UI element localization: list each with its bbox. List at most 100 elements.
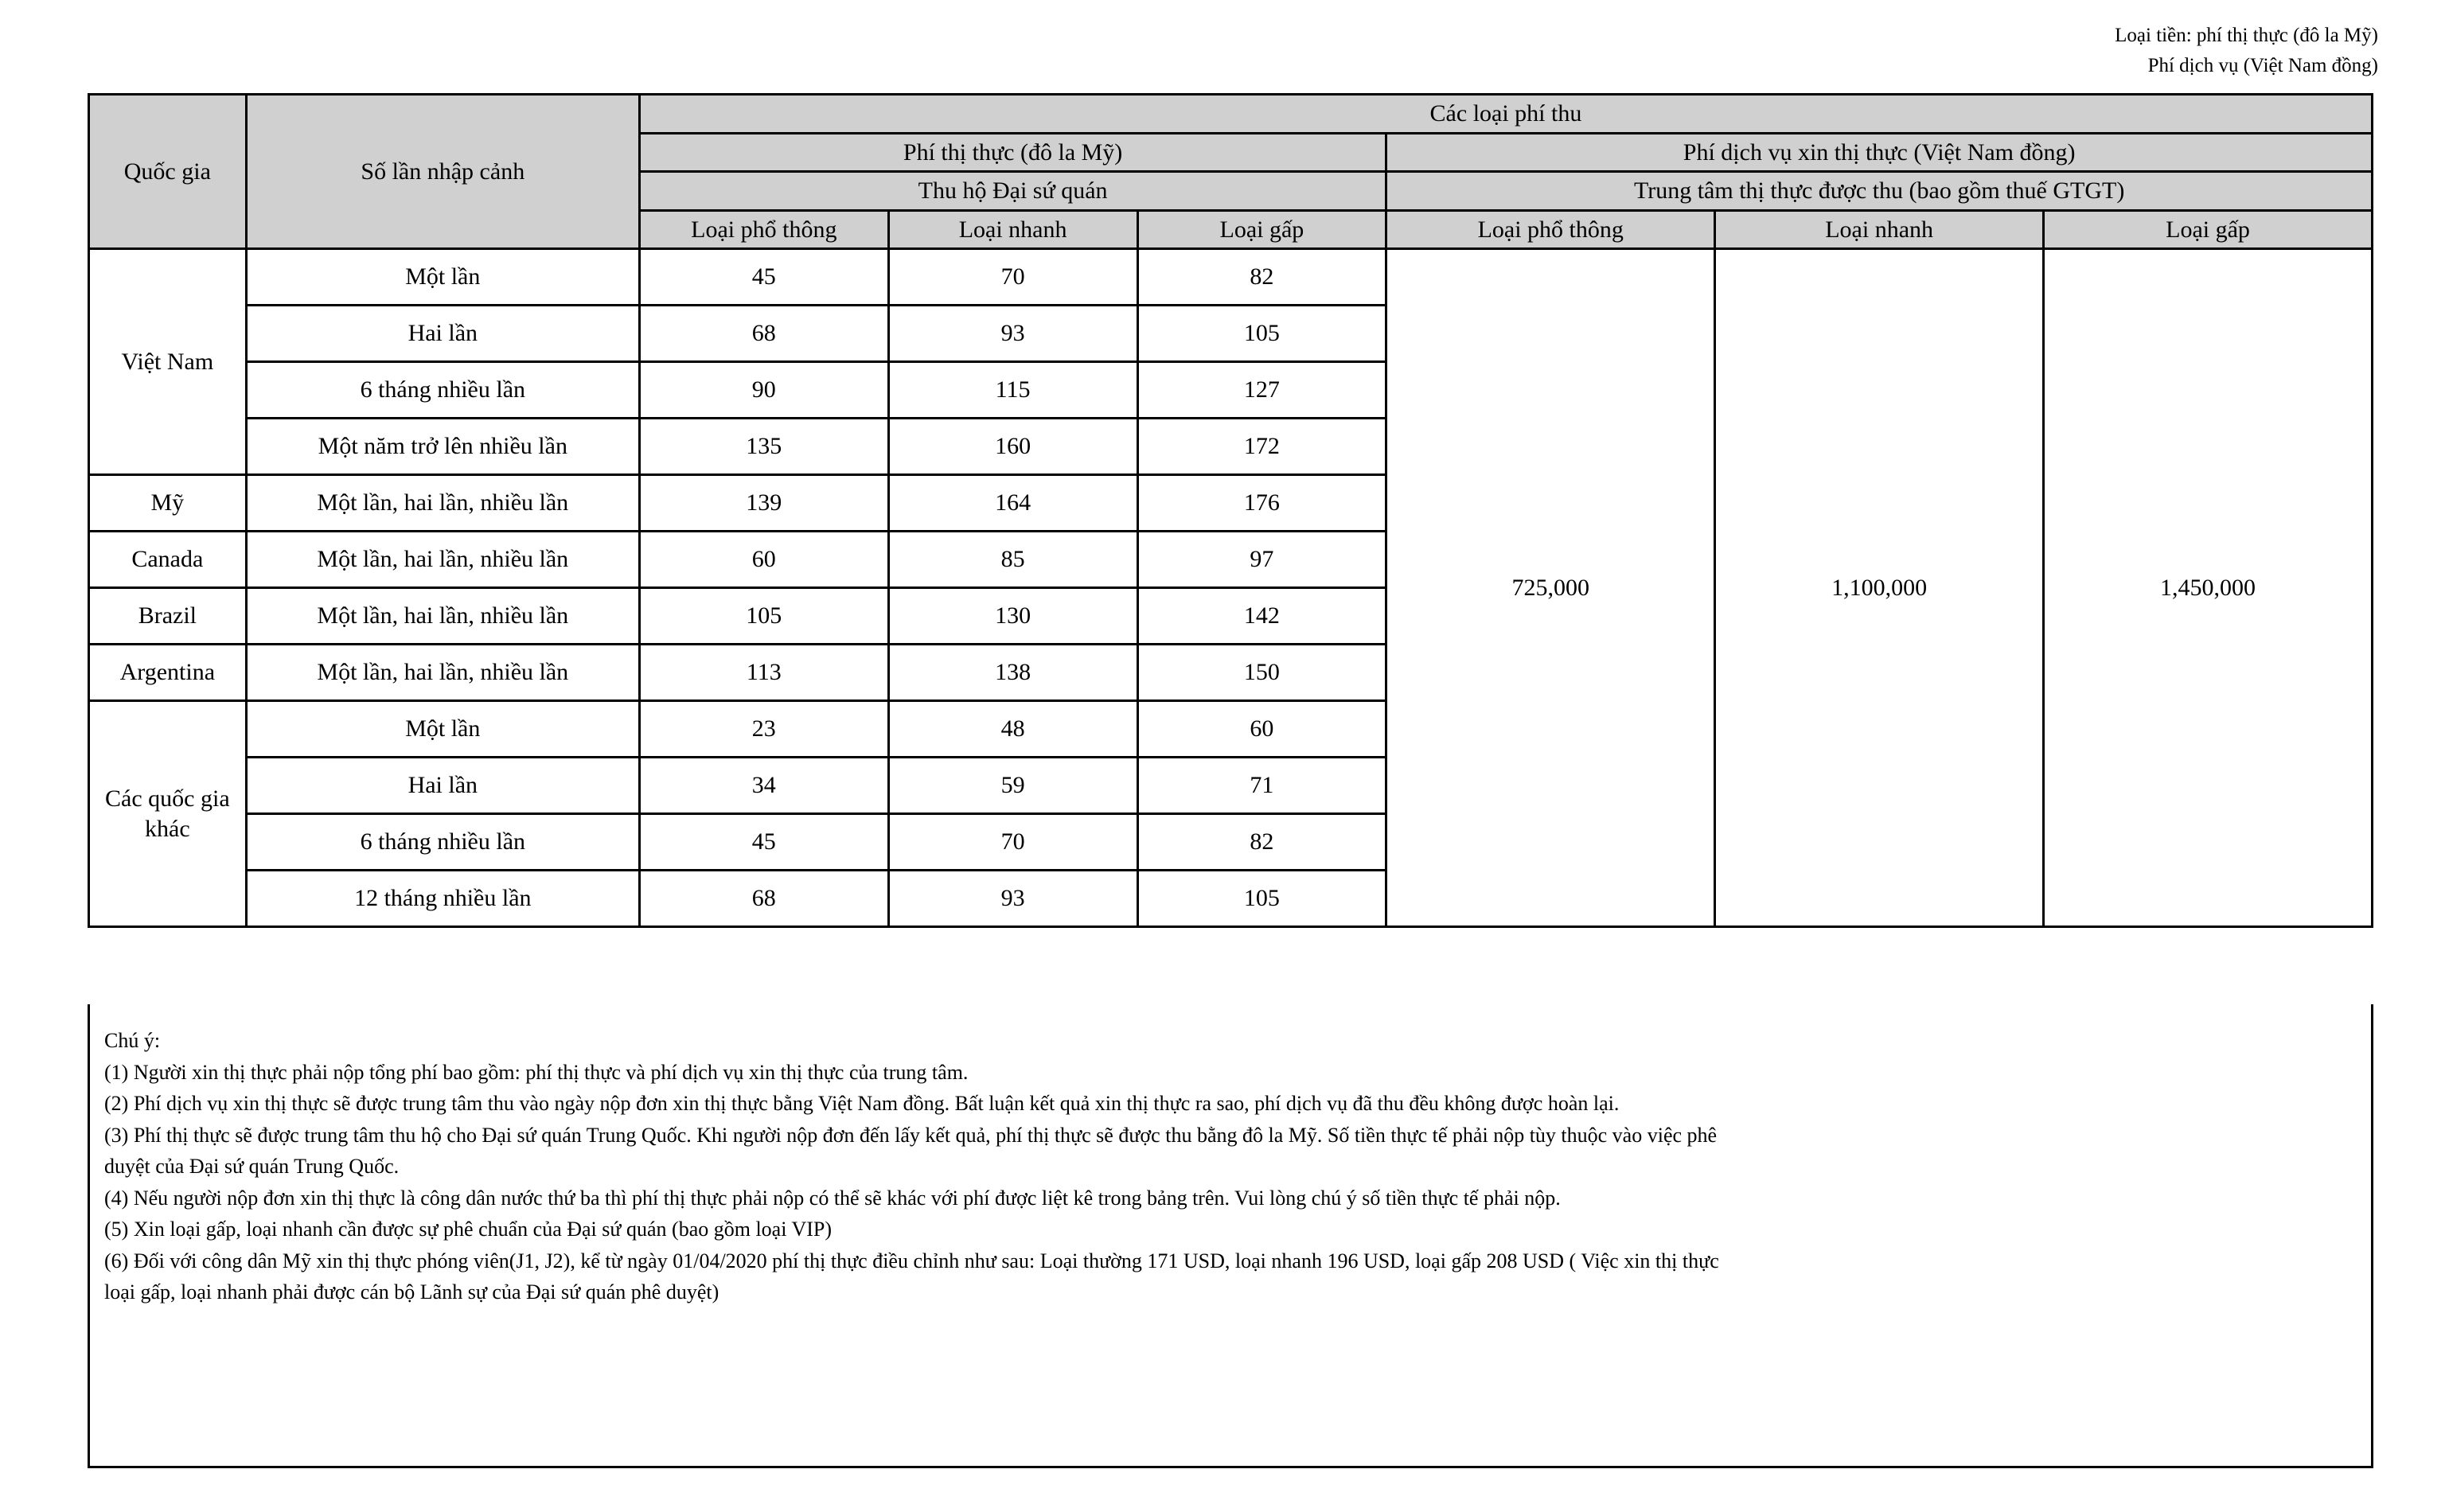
visa-fee-rush-cell: 142 xyxy=(1136,586,1388,645)
visa-fee-express-cell: 93 xyxy=(887,304,1139,363)
table-row: Argentina Một lần, hai lần, nhiều lần 113 1… xyxy=(88,643,2373,702)
entries-cell: 12 tháng nhiều lần xyxy=(244,869,641,928)
header-service-collector: Trung tâm thị thực được thu (bao gồm thu… xyxy=(1385,170,2373,212)
header-service-express: Loại nhanh xyxy=(1714,208,2045,250)
table-body: Việt Nam Một lần 45 70 82 725,000 1,100,000 1,4… xyxy=(88,247,2373,928)
visa-fee-rush-cell: 127 xyxy=(1136,360,1388,419)
visa-fee-rush-cell: 105 xyxy=(1136,869,1388,928)
table-row: Mỹ Một lần, hai lần, nhiều lần 139 164 176 xyxy=(88,473,2373,532)
currency-note-visa-line: Loại tiền: phí thị thực (đô la Mỹ) xyxy=(2115,25,2378,46)
note-line: duyệt của Đại sứ quán Trung Quốc. xyxy=(104,1155,400,1179)
table-row: Canada Một lần, hai lần, nhiều lần 60 85 97 xyxy=(88,530,2373,589)
table-row: Một năm trở lên nhiều lần 135 160 172 xyxy=(89,417,2373,476)
visa-fee-express-cell: 130 xyxy=(887,586,1139,645)
currency-note-service-line: Phí dịch vụ (Việt Nam đồng) xyxy=(2147,54,2378,76)
header-row-1: Quốc gia Số lần nhập cảnh Các loại phí t… xyxy=(88,93,2374,250)
visa-fee-express-cell: 70 xyxy=(887,247,1139,306)
header-country: Quốc gia xyxy=(88,93,248,250)
entries-cell: Một lần xyxy=(244,699,641,758)
visa-fee-rush-cell: 97 xyxy=(1136,530,1388,589)
header-service-rush: Loại gấp xyxy=(2042,208,2373,250)
header-service-normal: Loại phổ thông xyxy=(1385,208,1717,250)
visa-fee-normal-cell: 113 xyxy=(638,643,890,702)
service-fee-rush-cell: 1,450,000 xyxy=(2042,247,2373,928)
visa-fee-normal-cell: 90 xyxy=(638,360,890,419)
note-line: (2) Phí dịch vụ xin thị thực sẽ được tru… xyxy=(104,1092,1620,1116)
note-line: (5) Xin loại gấp, loại nhanh cần được sự… xyxy=(104,1218,833,1241)
visa-fee-rush-cell: 82 xyxy=(1136,247,1388,306)
visa-fee-express-cell: 93 xyxy=(887,869,1139,928)
country-cell: Việt Nam xyxy=(88,247,248,476)
visa-fee-express-cell: 164 xyxy=(887,473,1139,532)
header-row-3: Thu hộ Đại sứ quán Trung tâm thị thực đư… xyxy=(89,170,2373,212)
service-fee-express-cell: 1,100,000 xyxy=(1714,247,2045,928)
header-visa-normal: Loại phổ thông xyxy=(638,208,890,250)
visa-fee-normal-cell: 135 xyxy=(638,417,890,476)
country-cell: Các quốc gia khác xyxy=(88,699,248,928)
visa-fee-normal-cell: 105 xyxy=(638,586,890,645)
note-line: (6) Đối với công dân Mỹ xin thị thực phó… xyxy=(104,1249,1719,1272)
entries-cell: Một năm trở lên nhiều lần xyxy=(244,417,641,476)
visa-fee-rush-cell: 60 xyxy=(1136,699,1388,758)
visa-fee-normal-cell: 23 xyxy=(638,699,890,758)
country-cell: Brazil xyxy=(88,586,248,645)
table-row: Việt Nam Một lần 45 70 82 725,000 1,100,000 1,4… xyxy=(88,247,2373,928)
entries-cell: Hai lần xyxy=(244,304,641,363)
entries-cell: 6 tháng nhiều lần xyxy=(244,360,641,419)
visa-fee-rush-cell: 71 xyxy=(1136,756,1388,815)
visa-fee-express-cell: 48 xyxy=(887,699,1139,758)
table-row: 6 tháng nhiều lần 90 115 127 xyxy=(89,360,2373,419)
header-entries: Số lần nhập cảnh xyxy=(244,93,641,250)
visa-fee-express-cell: 160 xyxy=(887,417,1139,476)
visa-fee-express-cell: 138 xyxy=(887,643,1139,702)
entries-cell: Một lần xyxy=(244,247,641,306)
visa-fee-rush-cell: 176 xyxy=(1136,473,1388,532)
note-line: (3) Phí thị thực sẽ được trung tâm thu h… xyxy=(104,1123,1718,1147)
visa-fee-normal-cell: 139 xyxy=(638,473,890,532)
table-row: Hai lần 34 59 71 xyxy=(89,756,2373,815)
service-fee-normal-cell: 725,000 xyxy=(1385,247,1717,928)
table-row: 6 tháng nhiều lần 45 70 82 xyxy=(89,813,2373,871)
visa-fee-rush-cell: 150 xyxy=(1136,643,1388,702)
visa-fee-express-cell: 115 xyxy=(887,360,1139,419)
table-row: Hai lần 68 93 105 xyxy=(89,304,2373,363)
header-visa-fee-group: Phí thị thực (đô la Mỹ) xyxy=(638,131,1388,173)
visa-fee-rush-cell: 172 xyxy=(1136,417,1388,476)
header-row-4: Loại phổ thông Loại nhanh Loại gấp Loại … xyxy=(89,208,2373,250)
notes-title: Chú ý: xyxy=(104,1029,161,1052)
entries-cell: Một lần, hai lần, nhiều lần xyxy=(244,643,641,702)
table-row: 12 tháng nhiều lần 68 93 105 xyxy=(89,869,2373,928)
visa-fee-rush-cell: 105 xyxy=(1136,304,1388,363)
country-cell: Mỹ xyxy=(88,473,248,532)
table-head: Quốc gia Số lần nhập cảnh Các loại phí t… xyxy=(88,93,2374,250)
fee-table-container: Quốc gia Số lần nhập cảnh Các loại phí t… xyxy=(88,93,2374,928)
country-cell: Argentina xyxy=(88,643,248,702)
header-all-fees: Các loại phí thu xyxy=(638,93,2374,134)
header-service-fee-group: Phí dịch vụ xin thị thực (Việt Nam đồng) xyxy=(1385,131,2373,173)
visa-fee-rush-cell: 82 xyxy=(1136,813,1388,871)
header-row-2: Phí thị thực (đô la Mỹ) Phí dịch vụ xin … xyxy=(89,131,2373,173)
visa-fee-normal-cell: 68 xyxy=(638,869,890,928)
visa-fee-table: Quốc gia Số lần nhập cảnh Các loại phí t… xyxy=(88,93,2374,928)
country-cell: Canada xyxy=(88,530,248,589)
note-line: (4) Nếu người nộp đơn xin thị thực là cô… xyxy=(104,1186,1561,1210)
table-row: Brazil Một lần, hai lần, nhiều lần 105 130 1… xyxy=(88,586,2373,645)
entries-cell: Một lần, hai lần, nhiều lần xyxy=(244,530,641,589)
visa-fee-normal-cell: 60 xyxy=(638,530,890,589)
visa-fee-express-cell: 59 xyxy=(887,756,1139,815)
notes-box: Chú ý: (1) Người xin thị thực phải nộp t… xyxy=(88,1004,2373,1468)
visa-fee-normal-cell: 34 xyxy=(638,756,890,815)
visa-fee-express-cell: 85 xyxy=(887,530,1139,589)
currency-note: Loại tiền: phí thị thực (đô la Mỹ) Phí d… xyxy=(2115,21,2378,80)
visa-fee-express-cell: 70 xyxy=(887,813,1139,871)
visa-fee-normal-cell: 45 xyxy=(638,813,890,871)
entries-cell: Một lần, hai lần, nhiều lần xyxy=(244,473,641,532)
note-line: loại gấp, loại nhanh phải được cán bộ Lã… xyxy=(104,1280,719,1304)
header-visa-express: Loại nhanh xyxy=(887,208,1139,250)
entries-cell: 6 tháng nhiều lần xyxy=(244,813,641,871)
table-row: Các quốc gia khác Một lần 23 48 60 xyxy=(88,699,2373,928)
header-visa-collector: Thu hộ Đại sứ quán xyxy=(638,170,1388,212)
note-line: (1) Người xin thị thực phải nộp tổng phí… xyxy=(104,1060,969,1084)
entries-cell: Hai lần xyxy=(244,756,641,815)
entries-cell: Một lần, hai lần, nhiều lần xyxy=(244,586,641,645)
